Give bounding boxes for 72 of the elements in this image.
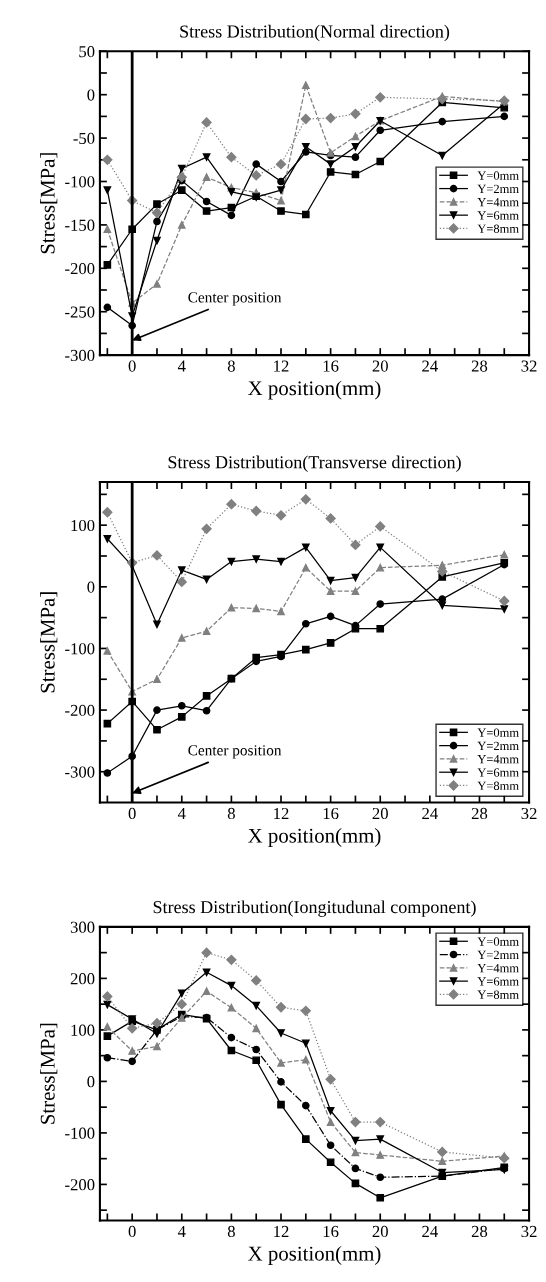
y-tick-label: 200 — [70, 973, 95, 985]
x-tick-label: 28 — [471, 807, 488, 820]
legend-label: Y=2mm — [477, 184, 519, 193]
y-tick-label: 300 — [70, 921, 95, 933]
y-tick-label: -200 — [65, 704, 95, 717]
chart-title: Stress Distribution(Transverse direction) — [168, 455, 461, 472]
y-tick-label: -100 — [65, 176, 95, 188]
y-tick-label: -200 — [65, 1179, 95, 1191]
x-tick-label: 0 — [128, 360, 136, 372]
x-tick-label: 8 — [227, 360, 235, 372]
y-tick-label: -100 — [65, 1127, 95, 1139]
y-tick-label: -100 — [65, 643, 95, 655]
x-tick-label: 0 — [128, 807, 136, 820]
legend-label: Y=0mm — [477, 171, 519, 180]
x-tick-label: 28 — [471, 360, 488, 372]
y-tick-label: 0 — [87, 1076, 95, 1088]
legend-label: Y=6mm — [477, 977, 519, 986]
legend-label: Y=4mm — [477, 198, 519, 207]
x-tick-label: 32 — [521, 360, 537, 372]
x-tick-label: 20 — [372, 1225, 388, 1238]
y-tick-label: -300 — [65, 766, 95, 778]
x-tick-label: 4 — [177, 360, 186, 372]
y-tick-label: -250 — [65, 306, 95, 318]
legend-label: Y=8mm — [477, 781, 519, 790]
x-tick-label: 16 — [323, 360, 339, 372]
legend-label: Y=2mm — [477, 950, 519, 959]
x-tick-label: 32 — [521, 807, 537, 820]
legend-label: Y=8mm — [477, 990, 519, 999]
chart-title: Stress Distribution(Iongitudunal component) — [153, 900, 476, 917]
y-tick-label: -50 — [73, 132, 95, 145]
x-tick-label: 12 — [274, 1225, 289, 1237]
y-axis-title: Stress[MPa] — [40, 592, 58, 693]
x-tick-label: 4 — [177, 807, 186, 819]
legend-label: Y=6mm — [477, 768, 519, 777]
x-tick-label: 24 — [422, 360, 438, 372]
y-tick-label: 0 — [87, 89, 95, 101]
x-tick-label: 0 — [128, 1225, 136, 1238]
y-tick-label: 50 — [79, 45, 95, 58]
x-tick-label: 28 — [471, 1225, 488, 1238]
chart-title: Stress Distribution(Normal direction) — [180, 24, 450, 42]
annotation: Center position — [188, 292, 282, 306]
x-tick-label: 16 — [323, 1225, 339, 1238]
x-tick-label: 4 — [177, 1225, 186, 1237]
legend-label: Y=4mm — [477, 963, 519, 973]
x-axis-title: X position(mm) — [248, 828, 381, 847]
y-tick-label: 0 — [87, 581, 95, 593]
x-axis-title: X position(mm) — [248, 1246, 381, 1265]
legend-label: Y=6mm — [477, 211, 519, 220]
x-tick-label: 24 — [422, 807, 438, 819]
x-tick-label: 20 — [372, 360, 388, 372]
y-tick-label: -300 — [65, 349, 95, 362]
x-tick-label: 20 — [372, 807, 388, 820]
legend-label: Y=4mm — [477, 755, 519, 764]
x-axis-title: X position(mm) — [248, 380, 381, 400]
x-tick-label: 12 — [274, 807, 289, 819]
legend-label: Y=0mm — [477, 728, 519, 737]
x-tick-label: 16 — [323, 807, 339, 820]
y-tick-label: 100 — [71, 519, 95, 532]
legend-label: Y=0mm — [477, 937, 519, 946]
annotation: Center position — [188, 745, 282, 759]
x-tick-label: 8 — [227, 1225, 235, 1238]
legend-label: Y=8mm — [477, 224, 519, 233]
y-tick-label: 100 — [71, 1024, 95, 1036]
legend-label: Y=2mm — [477, 741, 519, 751]
x-tick-label: 12 — [274, 360, 289, 372]
y-axis-title: Stress[MPa] — [40, 1023, 58, 1124]
x-tick-label: 32 — [521, 1225, 537, 1238]
y-tick-label: -150 — [65, 219, 95, 231]
x-tick-label: 24 — [422, 1225, 438, 1237]
x-tick-label: 8 — [227, 807, 235, 820]
y-tick-label: -200 — [65, 263, 95, 275]
y-axis-title: Stress[MPa] — [40, 153, 58, 254]
